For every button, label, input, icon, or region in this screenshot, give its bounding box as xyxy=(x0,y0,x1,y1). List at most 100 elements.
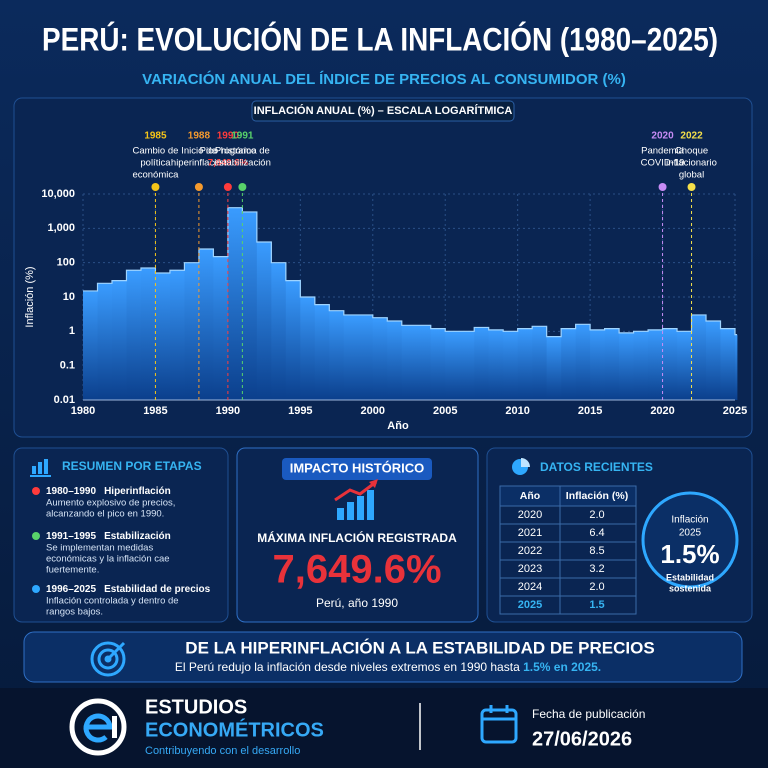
date-label: Fecha de publicación xyxy=(532,707,645,721)
x-tick-label: 1980 xyxy=(71,405,95,417)
step-bar xyxy=(140,267,156,400)
step-bar xyxy=(97,283,113,400)
step-bar xyxy=(735,334,738,400)
annotation-text: Pico histórico xyxy=(200,146,257,157)
summary-title: RESUMEN POR ETAPAS xyxy=(62,459,202,473)
step-bar xyxy=(387,320,403,400)
step-bar xyxy=(285,280,301,400)
step-bar xyxy=(416,325,432,400)
stage-period: 1996–2025 xyxy=(46,584,96,595)
banner-text-main: El Perú redujo la inflación desde nivele… xyxy=(175,660,523,674)
badge-note: sostenida xyxy=(669,583,712,593)
table-cell: 1.5 xyxy=(589,599,604,611)
stage-heading: 1991–1995 Estabilización xyxy=(46,531,171,542)
banner xyxy=(23,631,743,683)
footer xyxy=(0,688,768,768)
summary-panel xyxy=(13,447,229,623)
y-tick-label: 1,000 xyxy=(47,222,75,234)
table-cell: 2021 xyxy=(518,527,542,539)
stage-heading: 1996–2025 Estabilidad de precios xyxy=(46,584,211,595)
table-cell: 2.0 xyxy=(589,581,604,593)
annotation-year: 2020 xyxy=(651,131,674,142)
y-tick-label: 10,000 xyxy=(41,188,75,200)
step-bar xyxy=(256,241,272,400)
x-tick-label: 2015 xyxy=(578,405,602,417)
step-bar xyxy=(83,290,98,400)
step-bar xyxy=(126,270,142,400)
step-bar xyxy=(662,328,678,400)
title: PERÚ: EVOLUCIÓN DE LA INFLACIÓN (1980–20… xyxy=(42,21,718,57)
date: 27/06/2026 xyxy=(532,728,632,750)
table-cell: 2.0 xyxy=(589,509,604,521)
step-bar xyxy=(503,331,519,400)
step-bar xyxy=(430,328,446,400)
step-bar xyxy=(213,256,229,400)
step-bar xyxy=(155,273,171,400)
stage-dot xyxy=(32,585,40,593)
x-tick-label: 2000 xyxy=(361,405,385,417)
impact-heading: MÁXIMA INFLACIÓN REGISTRADA xyxy=(257,530,457,545)
step-bar xyxy=(474,327,490,400)
banner-highlight: 1.5% en 2025. xyxy=(523,660,601,674)
stage-desc: económicas y la inflación cae xyxy=(46,554,170,565)
stage-desc: rangos bajos. xyxy=(46,607,103,618)
stage-period: 1980–1990 xyxy=(46,486,96,497)
banner-text: El Perú redujo la inflación desde nivele… xyxy=(175,660,601,674)
chart-title: INFLACIÓN ANUAL (%) – ESCALA LOGARÍTMICA xyxy=(254,104,513,117)
step-bar xyxy=(691,314,707,400)
annotation-year: 1988 xyxy=(188,131,211,142)
y-tick-label: 1 xyxy=(69,325,75,337)
step-bar xyxy=(532,326,548,400)
step-bar xyxy=(111,280,127,400)
stage-desc: Inflación controlada y dentro de xyxy=(46,596,179,607)
annotation-text: hiperinflación xyxy=(171,158,227,169)
stage-desc: Aumento explosivo de precios, xyxy=(46,498,175,509)
step-bar xyxy=(575,324,591,400)
annotation-dot xyxy=(223,183,232,191)
annotation-year: 1991 xyxy=(231,131,254,142)
table-header: Inflación (%) xyxy=(566,490,628,502)
step-bar xyxy=(227,207,243,400)
impact-value: 7,649.6% xyxy=(272,548,441,592)
y-tick-label: 0.01 xyxy=(54,394,75,406)
step-bar xyxy=(720,328,736,400)
stage-period: 1991–1995 xyxy=(46,531,96,542)
stage-desc: Se implementan medidas xyxy=(46,543,153,554)
chart-tag xyxy=(251,100,515,122)
stage-desc: fuertemente. xyxy=(46,565,99,576)
x-tick-label: 2025 xyxy=(723,405,747,417)
step-bar xyxy=(590,329,605,400)
impact-note: Perú, año 1990 xyxy=(316,596,398,610)
step-bar xyxy=(445,331,461,400)
table-cell: 2023 xyxy=(518,563,542,575)
step-bar xyxy=(677,331,692,400)
tagline: Contribuyendo con el desarrollo xyxy=(145,745,300,757)
step-bar xyxy=(517,328,533,400)
annotation-dot xyxy=(194,183,203,191)
step-bar xyxy=(459,331,475,400)
brand-2: ECONOMÉTRICOS xyxy=(145,718,324,741)
y-tick-label: 0.1 xyxy=(60,360,75,372)
annotation-year: 2022 xyxy=(680,131,703,142)
banner-title: DE LA HIPERINFLACIÓN A LA ESTABILIDAD DE… xyxy=(185,638,654,657)
x-tick-label: 1995 xyxy=(288,405,312,417)
step-bar xyxy=(242,211,258,400)
step-bar xyxy=(314,304,330,400)
step-bar xyxy=(329,310,345,400)
step-bar xyxy=(619,332,634,400)
step-bar xyxy=(546,336,562,400)
brand-1: ESTUDIOS xyxy=(145,696,247,718)
impact-tag xyxy=(282,458,432,480)
pie-icon xyxy=(512,458,530,475)
annotation-text: Pandemia xyxy=(641,146,684,157)
step-outline xyxy=(83,207,737,338)
annotation-text: global xyxy=(679,170,704,181)
annotation-year: 1985 xyxy=(144,131,167,142)
badge xyxy=(641,491,739,589)
annotation-text: Cambio de xyxy=(132,146,178,157)
annotation-text: 7,649.6% xyxy=(208,158,249,169)
annotation-text: Inicio de xyxy=(181,146,216,157)
annotation-text: política xyxy=(140,158,171,169)
